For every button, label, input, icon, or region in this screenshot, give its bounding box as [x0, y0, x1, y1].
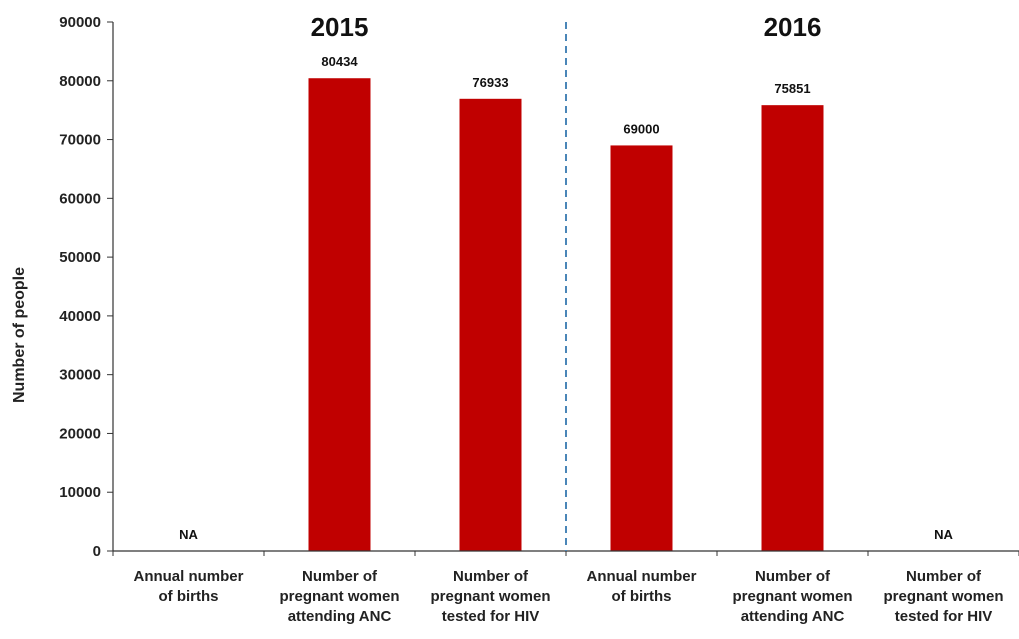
data-label: NA — [179, 527, 198, 542]
group-labels: 2015 2016 — [311, 12, 822, 42]
y-tick-label: 40000 — [59, 308, 101, 325]
y-tick-label: 20000 — [59, 425, 101, 442]
y-axis-ticks: 0 10000 20000 30000 40000 50000 60000 70000 8000… — [59, 14, 113, 560]
category-label: Number of pregnant women tested for HIV — [883, 568, 1003, 625]
category-label: Annual number of births — [586, 568, 696, 605]
category-label: Annual number of births — [133, 568, 243, 605]
bar — [308, 78, 371, 552]
y-axis-title: Number of people — [11, 267, 28, 403]
group-label: 2016 — [764, 12, 822, 42]
data-label: NA — [934, 527, 953, 542]
axes — [112, 22, 1019, 556]
y-tick-label: 0 — [93, 543, 101, 560]
data-label: 69000 — [623, 121, 659, 136]
bar — [761, 105, 824, 552]
y-tick-label: 30000 — [59, 367, 101, 384]
y-tick-label: 50000 — [59, 249, 101, 266]
data-labels: NA 80434 76933 69000 75851 NA — [179, 54, 953, 542]
data-label: 80434 — [321, 54, 358, 69]
category-label: Number of pregnant women attending ANC — [732, 568, 852, 625]
y-tick-label: 10000 — [59, 484, 101, 501]
category-labels: Annual number of births Number of pregnant … — [133, 568, 1003, 625]
category-label: Number of pregnant women attending ANC — [279, 568, 399, 625]
bar — [610, 145, 673, 551]
category-label: Number of pregnant women tested for HIV — [430, 568, 550, 625]
y-tick-label: 80000 — [59, 73, 101, 90]
data-label: 75851 — [774, 81, 810, 96]
data-label: 76933 — [472, 75, 508, 90]
y-tick-label: 90000 — [59, 14, 101, 31]
y-tick-label: 70000 — [59, 132, 101, 149]
bars — [308, 78, 824, 552]
bar — [459, 98, 522, 551]
group-label: 2015 — [311, 12, 369, 42]
y-tick-label: 60000 — [59, 190, 101, 207]
